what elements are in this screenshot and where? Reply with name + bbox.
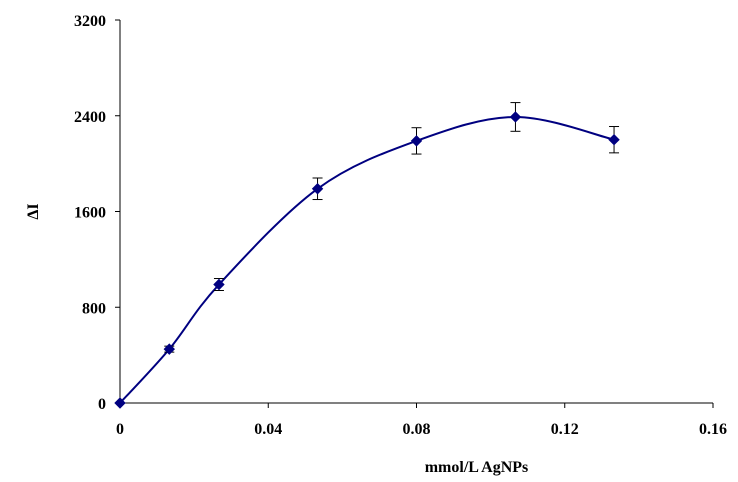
data-point-marker (410, 135, 423, 147)
data-point-marker (608, 133, 620, 146)
x-tick-label: 0.16 (699, 421, 727, 438)
plot-area (114, 102, 620, 409)
x-tick-label: 0.12 (551, 421, 579, 438)
data-point-marker (114, 397, 126, 409)
data-point-marker (213, 278, 225, 291)
x-axis-title: mmol/L AgNPs (425, 459, 529, 476)
chart-axes: 0 800 1600 2400 3200 0 0.04 0.08 0.12 0.16 (74, 13, 727, 438)
data-point-marker (163, 343, 176, 355)
y-tick-label: 0 (98, 396, 106, 413)
y-tick-label: 2400 (74, 109, 106, 126)
y-axis-title: ΔI (25, 203, 42, 219)
y-axis-ticks: 0 800 1600 2400 3200 (74, 13, 120, 413)
x-tick-label: 0.08 (403, 421, 431, 438)
x-tick-label: 0.04 (254, 421, 282, 438)
data-point-marker (509, 111, 522, 123)
y-tick-label: 3200 (74, 13, 106, 30)
y-tick-label: 1600 (74, 205, 106, 222)
y-tick-label: 800 (82, 300, 106, 317)
series-line (119, 115, 615, 404)
x-axis-ticks: 0 0.04 0.08 0.12 0.16 (116, 403, 727, 438)
x-tick-label: 0 (116, 421, 124, 438)
data-point-marker (311, 183, 324, 195)
